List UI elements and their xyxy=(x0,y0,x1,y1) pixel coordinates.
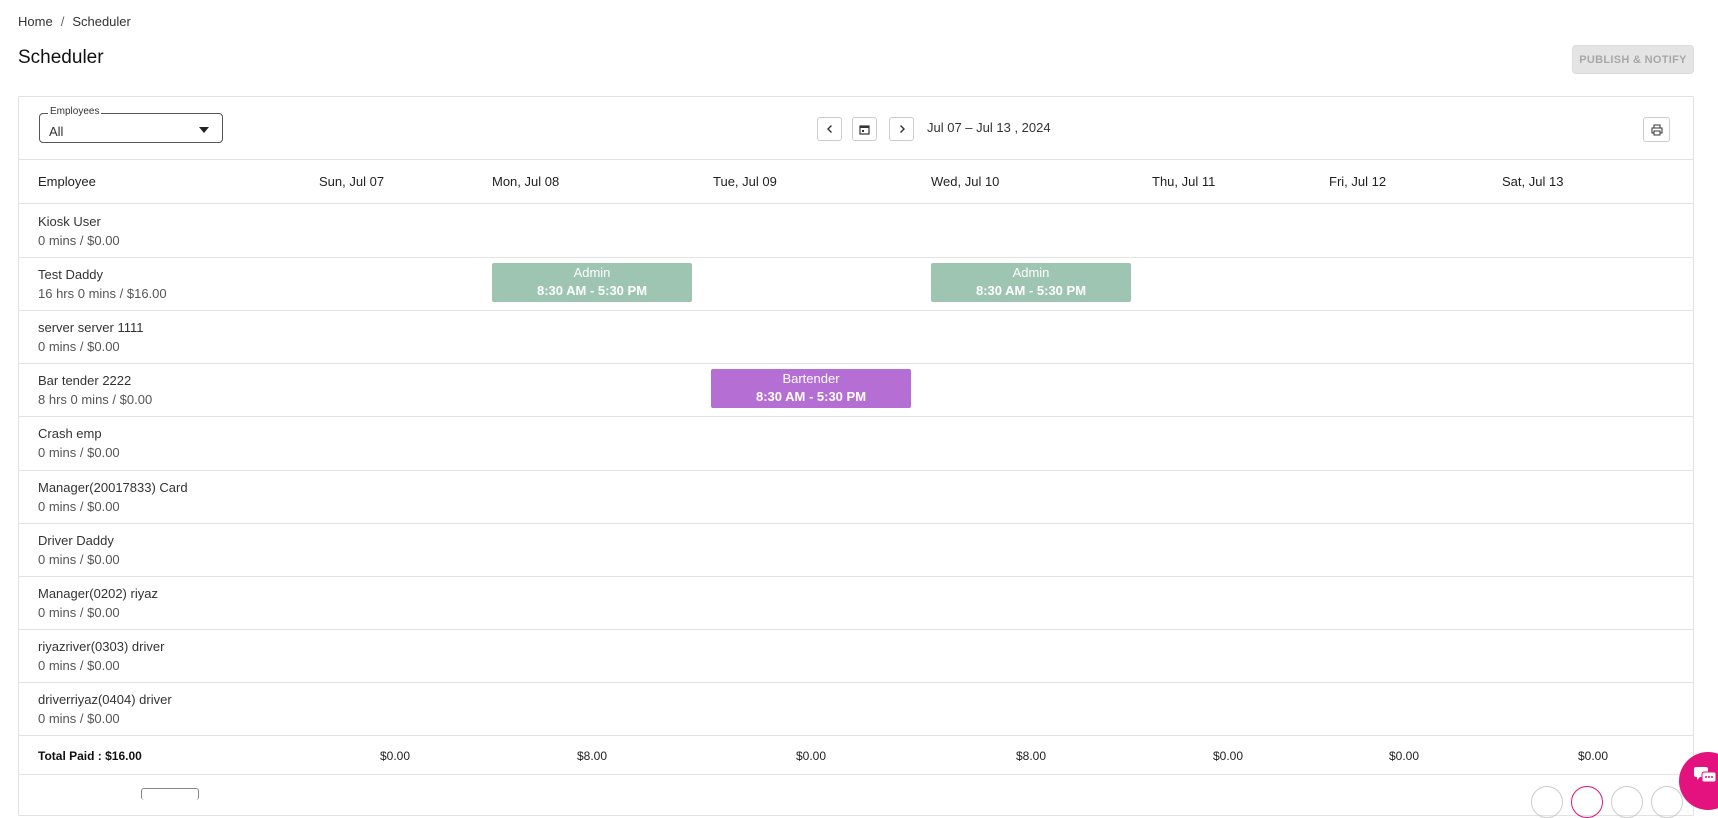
employee-name: driverriyaz(0404) driver xyxy=(38,692,172,707)
table-row[interactable]: Manager(0202) riyaz 0 mins / $0.00 xyxy=(19,576,1693,629)
employee-name: Manager(0202) riyaz xyxy=(38,586,158,601)
table-row[interactable]: Manager(20017833) Card 0 mins / $0.00 xyxy=(19,470,1693,523)
breadcrumb-home-link[interactable]: Home xyxy=(18,14,53,29)
employee-name: Kiosk User xyxy=(38,214,101,229)
employees-select-label: Employees xyxy=(48,106,102,117)
employees-select[interactable]: Employees All xyxy=(39,106,223,143)
employee-summary: 0 mins / $0.00 xyxy=(38,499,120,514)
table-row[interactable]: Driver Daddy 0 mins / $0.00 xyxy=(19,523,1693,576)
rows-per-page-select[interactable] xyxy=(141,788,199,800)
caret-down-icon xyxy=(199,127,209,133)
scheduler-card: Employees All Jul 07 – Jul 13 , 2024 Emp… xyxy=(18,96,1694,816)
day-total: $0.00 xyxy=(1212,749,1244,763)
printer-icon xyxy=(1651,124,1662,135)
employees-select-value: All xyxy=(49,124,64,139)
column-header-day: Thu, Jul 11 xyxy=(1152,174,1216,189)
pagination-button[interactable] xyxy=(1651,786,1683,818)
employee-summary: 0 mins / $0.00 xyxy=(38,233,120,248)
table-row[interactable]: Bar tender 2222 8 hrs 0 mins / $0.00 Bar… xyxy=(19,363,1693,416)
employee-summary: 0 mins / $0.00 xyxy=(38,445,120,460)
divider xyxy=(19,735,1693,736)
previous-week-button[interactable] xyxy=(817,117,842,141)
calendar-icon xyxy=(859,124,870,135)
chevron-left-icon xyxy=(826,125,832,133)
totals-row: Total Paid : $16.00 $0.00 $8.00 $0.00 $8… xyxy=(19,737,1693,775)
employee-name: Driver Daddy xyxy=(38,533,114,548)
column-header-day: Sat, Jul 13 xyxy=(1502,174,1564,189)
employee-summary: 0 mins / $0.00 xyxy=(38,339,120,354)
breadcrumb: Home / Scheduler xyxy=(18,14,131,29)
table-row[interactable]: Crash emp 0 mins / $0.00 xyxy=(19,416,1693,469)
divider xyxy=(19,363,1693,364)
employee-summary: 0 mins / $0.00 xyxy=(38,658,120,673)
table-row[interactable]: riyazriver(0303) driver 0 mins / $0.00 xyxy=(19,629,1693,682)
breadcrumb-current: Scheduler xyxy=(72,14,131,29)
column-header-day: Mon, Jul 08 xyxy=(492,174,560,189)
column-header-day: Fri, Jul 12 xyxy=(1329,174,1387,189)
day-total: $0.00 xyxy=(795,749,827,763)
employee-name: riyazriver(0303) driver xyxy=(38,639,165,654)
divider xyxy=(19,576,1693,577)
table-row[interactable]: server server 1111 0 mins / $0.00 xyxy=(19,310,1693,363)
table-row[interactable]: driverriyaz(0404) driver 0 mins / $0.00 xyxy=(19,682,1693,735)
employee-summary: 0 mins / $0.00 xyxy=(38,552,120,567)
publish-notify-button[interactable]: PUBLISH & NOTIFY xyxy=(1572,45,1694,74)
table-row[interactable]: Test Daddy 16 hrs 0 mins / $16.00 Admin … xyxy=(19,257,1693,310)
divider xyxy=(19,523,1693,524)
divider xyxy=(19,310,1693,311)
day-total: $0.00 xyxy=(1388,749,1420,763)
column-header-day: Sun, Jul 07 xyxy=(319,174,385,189)
divider xyxy=(19,774,1693,775)
pagination-button[interactable] xyxy=(1531,786,1563,818)
divider xyxy=(19,159,1693,160)
print-button[interactable] xyxy=(1643,117,1670,142)
shift-role: Admin xyxy=(1012,265,1050,280)
column-header-day: Tue, Jul 09 xyxy=(713,174,777,189)
divider xyxy=(19,470,1693,471)
chat-icon xyxy=(1694,767,1717,783)
column-header-day: Wed, Jul 10 xyxy=(931,174,1000,189)
employee-summary: 8 hrs 0 mins / $0.00 xyxy=(38,392,153,407)
divider xyxy=(19,416,1693,417)
employee-name: Test Daddy xyxy=(38,267,104,282)
total-paid-label: Total Paid : $16.00 xyxy=(38,749,142,763)
day-total: $8.00 xyxy=(576,749,608,763)
pagination-button[interactable] xyxy=(1611,786,1643,818)
page-title: Scheduler xyxy=(18,47,104,68)
shift-time: 8:30 AM - 5:30 PM xyxy=(755,389,867,404)
shift-time: 8:30 AM - 5:30 PM xyxy=(536,283,648,298)
employee-name: server server 1111 xyxy=(38,320,144,335)
employee-summary: 0 mins / $0.00 xyxy=(38,711,120,726)
employee-name: Crash emp xyxy=(38,426,102,441)
date-range-label: Jul 07 – Jul 13 , 2024 xyxy=(927,120,1051,135)
shift-block[interactable]: Admin 8:30 AM - 5:30 PM xyxy=(931,263,1131,302)
employee-summary: 0 mins / $0.00 xyxy=(38,605,120,620)
shift-block[interactable]: Bartender 8:30 AM - 5:30 PM xyxy=(711,369,911,408)
next-week-button[interactable] xyxy=(889,117,914,141)
divider xyxy=(19,682,1693,683)
column-header-employee: Employee xyxy=(38,174,96,189)
chevron-right-icon xyxy=(899,125,905,133)
shift-time: 8:30 AM - 5:30 PM xyxy=(975,283,1087,298)
shift-role: Bartender xyxy=(782,371,840,386)
shift-role: Admin xyxy=(573,265,611,280)
employee-summary: 16 hrs 0 mins / $16.00 xyxy=(38,286,167,301)
divider xyxy=(19,257,1693,258)
table-row[interactable]: Kiosk User 0 mins / $0.00 xyxy=(19,204,1693,257)
breadcrumb-separator: / xyxy=(60,14,65,29)
calendar-picker-button[interactable] xyxy=(852,117,877,141)
employee-name: Bar tender 2222 xyxy=(38,373,132,388)
divider xyxy=(19,203,1693,204)
day-total: $0.00 xyxy=(1577,749,1609,763)
divider xyxy=(19,629,1693,630)
employee-name: Manager(20017833) Card xyxy=(38,480,188,495)
day-total: $8.00 xyxy=(1015,749,1047,763)
shift-block[interactable]: Admin 8:30 AM - 5:30 PM xyxy=(492,263,692,302)
day-total: $0.00 xyxy=(379,749,411,763)
pagination-button[interactable] xyxy=(1571,786,1603,818)
